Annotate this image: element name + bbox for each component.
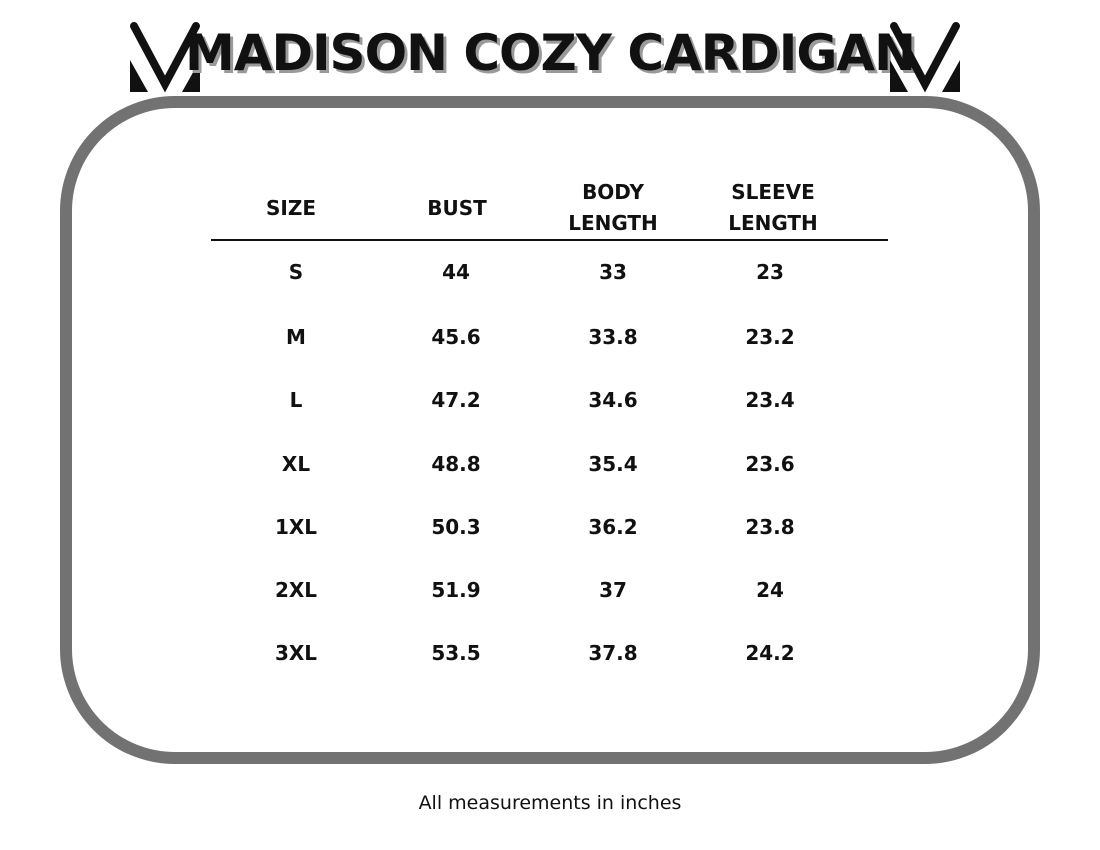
cell-sleeve-length: 23.8 — [745, 515, 795, 539]
cell-sleeve-length: 23.6 — [745, 452, 795, 476]
cell-body-length: 33 — [599, 260, 627, 284]
cell-sleeve-length: 23.2 — [745, 325, 795, 349]
header-bust: BUST — [427, 196, 487, 220]
cell-body-length: 36.2 — [588, 515, 638, 539]
cell-bust: 48.8 — [431, 452, 481, 476]
cell-body-length: 35.4 — [588, 452, 638, 476]
footer-note: All measurements in inches — [418, 792, 682, 814]
cell-size: 2XL — [274, 578, 318, 602]
header-sleeve-length: SLEEVE LENGTH — [693, 177, 853, 239]
cell-body-length: 37.8 — [588, 641, 638, 665]
cell-body-length: 34.6 — [588, 388, 638, 412]
cell-size: S — [288, 260, 304, 284]
page-title: MADISON COZY CARDIGAN — [185, 24, 916, 82]
cell-bust: 45.6 — [431, 325, 481, 349]
cell-size: M — [286, 325, 306, 349]
header-sleeve-line1: SLEEVE — [731, 180, 815, 204]
cell-size: 1XL — [274, 515, 318, 539]
cell-size: 3XL — [274, 641, 318, 665]
brand-logo-icon — [890, 22, 960, 93]
header-body-length: BODY LENGTH — [533, 177, 693, 239]
cell-bust: 44 — [442, 260, 470, 284]
header-body-line1: BODY — [582, 180, 644, 204]
cell-sleeve-length: 24.2 — [745, 641, 795, 665]
size-chart-frame — [60, 96, 1040, 764]
cell-bust: 47.2 — [431, 388, 481, 412]
cell-body-length: 37 — [599, 578, 627, 602]
cell-body-length: 33.8 — [588, 325, 638, 349]
cell-bust: 50.3 — [431, 515, 481, 539]
header-body-line2: LENGTH — [568, 211, 658, 235]
brand-logo-icon — [130, 22, 200, 93]
header-sleeve-line2: LENGTH — [728, 211, 818, 235]
cell-size: L — [289, 388, 303, 412]
cell-bust: 51.9 — [431, 578, 481, 602]
cell-sleeve-length: 24 — [756, 578, 784, 602]
cell-bust: 53.5 — [431, 641, 481, 665]
cell-size: XL — [281, 452, 311, 476]
header-size: SIZE — [265, 196, 316, 220]
header-divider — [211, 239, 888, 241]
cell-sleeve-length: 23 — [756, 260, 784, 284]
cell-sleeve-length: 23.4 — [745, 388, 795, 412]
